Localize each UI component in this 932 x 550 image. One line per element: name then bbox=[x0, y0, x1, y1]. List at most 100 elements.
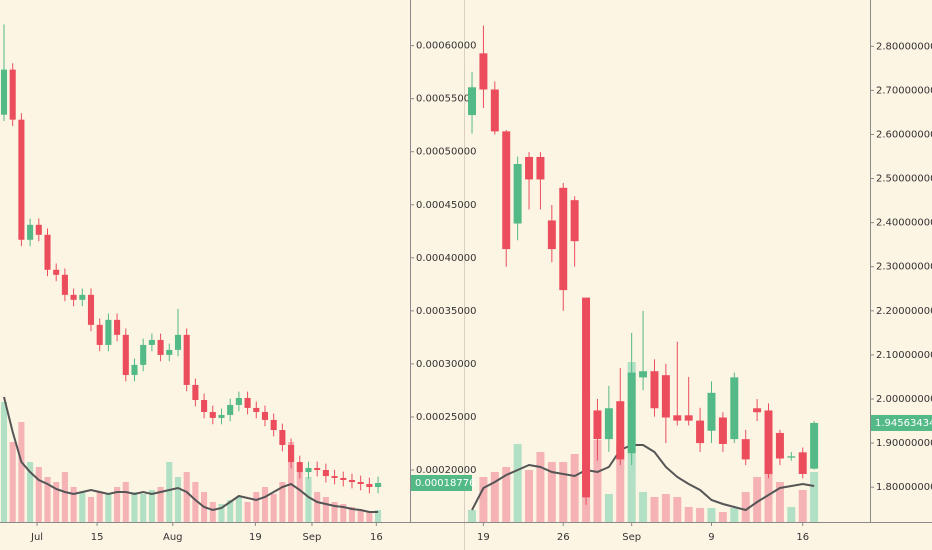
candle-body bbox=[357, 482, 364, 485]
volume-bar bbox=[53, 482, 60, 522]
candle-body bbox=[730, 377, 739, 440]
candle-body bbox=[559, 187, 568, 291]
volume-bar bbox=[348, 507, 356, 522]
volume-bar bbox=[44, 477, 51, 522]
volume-bar bbox=[547, 462, 556, 522]
y-tick-label: 2.60000000 bbox=[876, 129, 932, 140]
volume-bar bbox=[322, 497, 329, 522]
volume-bar bbox=[79, 492, 86, 522]
volume-bar bbox=[166, 462, 173, 522]
volume-bar bbox=[244, 502, 251, 522]
volume-bar bbox=[775, 482, 784, 522]
y-tick-label: 2.80000000 bbox=[876, 41, 932, 52]
candle-body bbox=[775, 432, 784, 459]
volume-bar bbox=[639, 492, 648, 522]
last-price-label: 0.00018776 bbox=[415, 478, 475, 489]
volume-bar bbox=[305, 477, 312, 522]
candle-body bbox=[166, 349, 173, 355]
volume-bar bbox=[375, 510, 382, 522]
candle-body bbox=[227, 404, 234, 415]
volume-bar bbox=[730, 508, 739, 522]
y-tick-label: 2.70000000 bbox=[876, 85, 932, 96]
volume-bar bbox=[570, 454, 579, 522]
candle-body bbox=[366, 484, 373, 487]
volume-bar bbox=[279, 482, 286, 522]
y-tick-label: 0.00060000 bbox=[416, 41, 476, 52]
volume-bar bbox=[673, 497, 682, 522]
x-tick-label: 16 bbox=[370, 532, 383, 543]
candle-body bbox=[525, 156, 534, 180]
volume-bar bbox=[331, 502, 338, 522]
candle-body bbox=[661, 375, 670, 418]
volume-bar bbox=[87, 497, 95, 522]
candle-body bbox=[218, 414, 225, 418]
volume-bar bbox=[148, 490, 155, 522]
candle-body bbox=[296, 462, 303, 473]
volume-bar bbox=[218, 504, 225, 522]
volume-bar bbox=[35, 467, 42, 522]
candle-body bbox=[253, 407, 260, 412]
candle-body bbox=[305, 467, 312, 473]
candle-body bbox=[201, 399, 208, 412]
volume-bar bbox=[270, 494, 277, 522]
volume-bar bbox=[764, 452, 773, 522]
volume-bar bbox=[502, 467, 511, 522]
volume-bar bbox=[559, 462, 568, 522]
x-tick-label: 19 bbox=[477, 532, 490, 543]
candle-body bbox=[79, 294, 86, 300]
volume-bar bbox=[753, 477, 762, 522]
candle-body bbox=[209, 411, 216, 418]
volume-ma-line bbox=[471, 444, 815, 512]
candle-body bbox=[798, 452, 807, 474]
candle-body bbox=[235, 397, 242, 405]
last-price-box bbox=[411, 474, 472, 491]
candle-body bbox=[9, 69, 16, 120]
y-tick-label: 0.00055000 bbox=[416, 94, 476, 105]
candle-body bbox=[375, 482, 382, 487]
x-tick-label: 26 bbox=[557, 532, 570, 543]
candle-body bbox=[288, 444, 295, 463]
volume-bar bbox=[684, 507, 693, 522]
candle-body bbox=[192, 384, 199, 400]
volume-bar bbox=[616, 444, 625, 522]
volume-bar bbox=[366, 512, 373, 522]
candle-body bbox=[627, 372, 636, 454]
candle-body bbox=[279, 430, 286, 445]
candle-body bbox=[0, 69, 8, 115]
candle-body bbox=[707, 392, 716, 431]
volume-bar bbox=[536, 452, 545, 522]
candle-body bbox=[18, 119, 25, 240]
candle-body bbox=[673, 415, 682, 421]
candle-body bbox=[468, 87, 477, 116]
y-tick-label: 0.00045000 bbox=[416, 200, 476, 211]
candle-body bbox=[322, 470, 329, 477]
volume-bar bbox=[105, 494, 112, 522]
candle-body bbox=[244, 397, 251, 408]
candle-body bbox=[639, 371, 648, 378]
volume-bar bbox=[525, 470, 534, 522]
candle-body bbox=[131, 364, 138, 375]
volume-bar bbox=[192, 482, 199, 522]
x-tick-label: 9 bbox=[708, 532, 714, 543]
volume-bar bbox=[9, 442, 16, 522]
candle-body bbox=[502, 131, 511, 250]
x-tick-label: Sep bbox=[303, 532, 322, 543]
candle-body bbox=[340, 477, 347, 480]
volume-bar bbox=[157, 487, 164, 522]
y-tick-label: 0.00050000 bbox=[416, 147, 476, 158]
y-tick-label: 2.40000000 bbox=[876, 218, 932, 229]
x-tick-label: Jul bbox=[30, 532, 43, 543]
x-tick-label: 16 bbox=[796, 532, 809, 543]
volume-bar bbox=[718, 512, 727, 522]
candle-body bbox=[490, 89, 499, 132]
candle-body bbox=[70, 294, 77, 300]
candle-body bbox=[87, 294, 95, 325]
candle-body bbox=[536, 156, 545, 180]
volume-bar bbox=[114, 487, 121, 522]
candle-body bbox=[547, 220, 556, 250]
candle-body bbox=[696, 420, 705, 444]
y-tick-label: 1.80000000 bbox=[876, 482, 932, 493]
volume-bar bbox=[340, 504, 347, 522]
candle-body bbox=[44, 234, 51, 270]
volume-bar bbox=[122, 482, 129, 522]
